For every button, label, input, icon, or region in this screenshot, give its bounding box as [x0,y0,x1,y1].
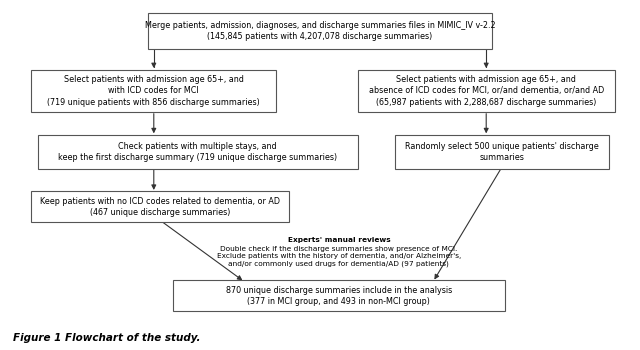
Text: Select patients with admission age 65+, and
absence of ICD codes for MCI, or/and: Select patients with admission age 65+, … [369,75,604,106]
FancyBboxPatch shape [358,70,615,112]
Text: 870 unique discharge summaries include in the analysis
(377 in MCI group, and 49: 870 unique discharge summaries include i… [226,286,452,306]
FancyBboxPatch shape [31,191,289,222]
Text: Merge patients, admission, diagnoses, and discharge summaries files in MIMIC_IV : Merge patients, admission, diagnoses, an… [145,21,495,41]
Text: Select patients with admission age 65+, and
with ICD codes for MCI
(719 unique p: Select patients with admission age 65+, … [47,75,260,106]
Text: Keep patients with no ICD codes related to dementia, or AD
(467 unique discharge: Keep patients with no ICD codes related … [40,196,280,217]
Text: Check patients with multiple stays, and
keep the first discharge summary (719 un: Check patients with multiple stays, and … [58,142,337,162]
FancyBboxPatch shape [396,134,609,169]
FancyBboxPatch shape [31,70,276,112]
FancyBboxPatch shape [148,13,493,49]
Text: Double check if the discharge summaries show presence of MCI.
Exclude patients w: Double check if the discharge summaries … [217,246,461,267]
Text: Figure 1 Flowchart of the study.: Figure 1 Flowchart of the study. [13,333,200,343]
Text: Randomly select 500 unique patients' discharge
summaries: Randomly select 500 unique patients' dis… [405,142,599,162]
Text: Experts' manual reviews: Experts' manual reviews [287,237,390,243]
FancyBboxPatch shape [38,134,358,169]
FancyBboxPatch shape [173,280,505,311]
